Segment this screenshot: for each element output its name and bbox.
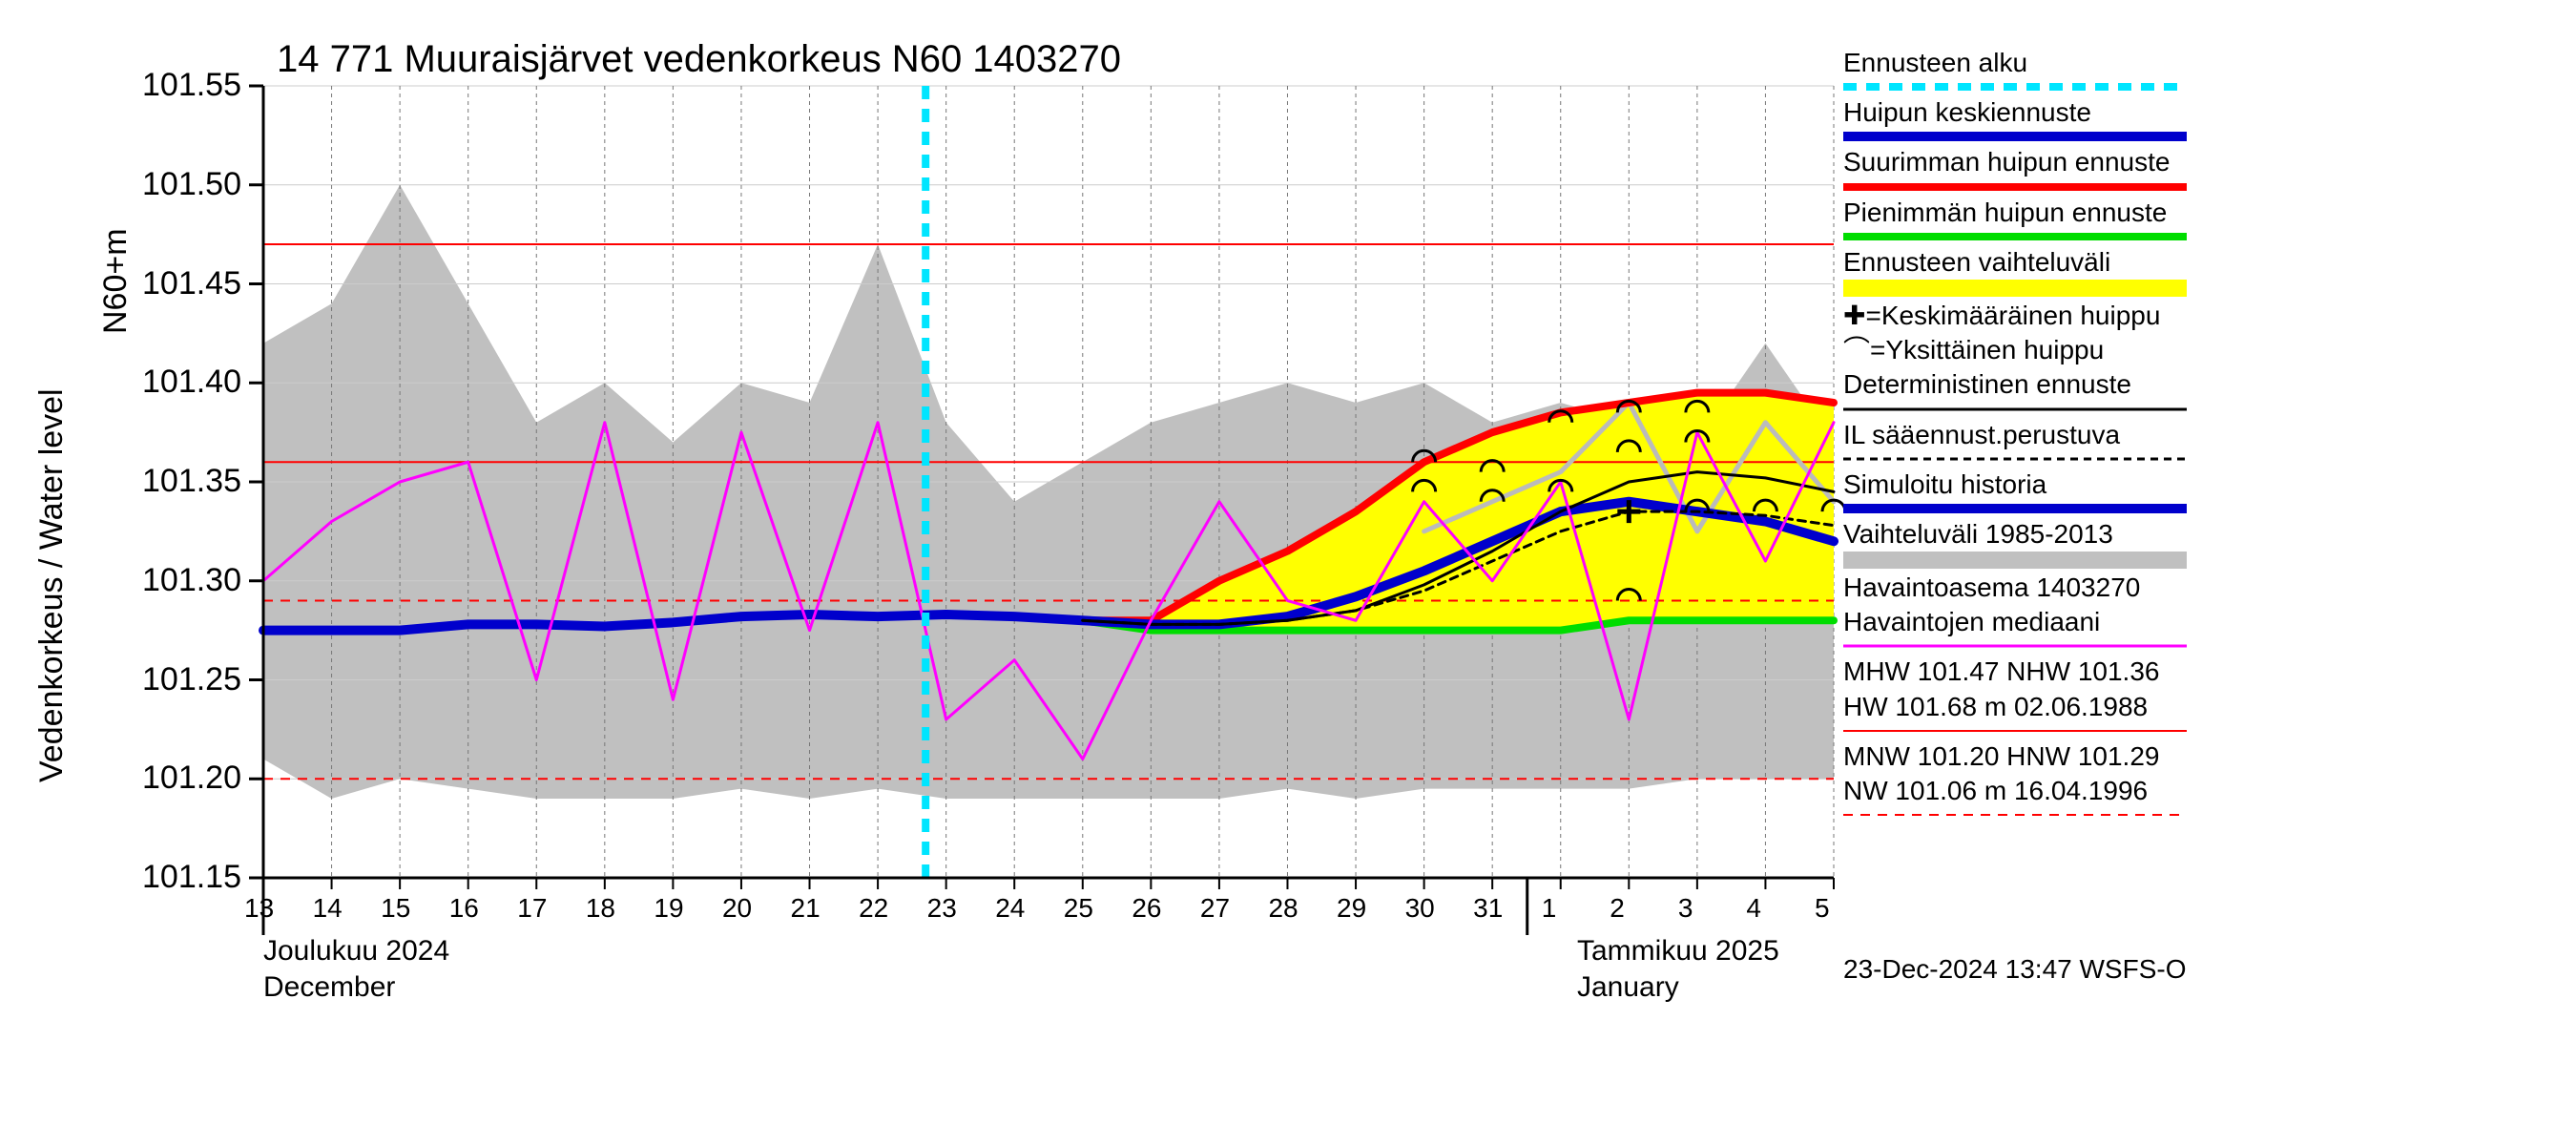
x-tick-label: 23: [927, 893, 957, 924]
y-axis-label-water-level: Vedenkorkeus / Water level: [33, 388, 71, 782]
x-tick-label: 2: [1610, 893, 1625, 924]
x-tick-label: 13: [244, 893, 274, 924]
legend-label: Ennusteen vaihteluväli: [1843, 247, 2559, 278]
legend-item: MNW 101.20 HNW 101.29: [1843, 741, 2559, 772]
legend-item: Simuloitu historia: [1843, 469, 2559, 515]
legend-item: MHW 101.47 NHW 101.36: [1843, 656, 2559, 687]
legend-label: NW 101.06 m 16.04.1996: [1843, 776, 2559, 806]
legend-label: MHW 101.47 NHW 101.36: [1843, 656, 2559, 687]
y-tick-label: 101.30: [119, 562, 241, 599]
x-tick-label: 26: [1132, 893, 1161, 924]
month-label-dec-en: December: [263, 971, 395, 1004]
y-tick-label: 101.20: [119, 760, 241, 797]
legend-label: Havaintojen mediaani: [1843, 607, 2559, 637]
water-level-chart: 14 771 Muuraisjärvet vedenkorkeus N60 14…: [0, 0, 2576, 1145]
x-tick-label: 18: [586, 893, 615, 924]
y-tick-label: 101.45: [119, 265, 241, 302]
legend-item: Vaihteluväli 1985-2013: [1843, 519, 2559, 569]
y-tick-label: 101.15: [119, 859, 241, 896]
legend-label: MNW 101.20 HNW 101.29: [1843, 741, 2559, 772]
legend-item: Pienimmän huipun ennuste: [1843, 198, 2559, 243]
legend-label: Vaihteluväli 1985-2013: [1843, 519, 2559, 550]
x-tick-label: 27: [1200, 893, 1230, 924]
x-tick-label: 20: [722, 893, 752, 924]
legend-label: Havaintoasema 1403270: [1843, 572, 2559, 603]
x-tick-label: 29: [1337, 893, 1366, 924]
x-tick-label: 24: [995, 893, 1025, 924]
x-tick-label: 30: [1405, 893, 1435, 924]
x-tick-label: 17: [517, 893, 547, 924]
legend-item: Deterministinen ennuste: [1843, 369, 2559, 415]
legend-label: Ennusteen alku: [1843, 48, 2559, 78]
legend-item: ⌒=Yksittäinen huippu: [1843, 335, 2559, 365]
legend-item: IL sääennust.perustuva: [1843, 420, 2559, 466]
chart-title: 14 771 Muuraisjärvet vedenkorkeus N60 14…: [277, 38, 1121, 81]
legend-label: IL sääennust.perustuva: [1843, 420, 2559, 450]
x-tick-label: 1: [1542, 893, 1557, 924]
y-tick-label: 101.55: [119, 67, 241, 104]
x-tick-label: 22: [859, 893, 888, 924]
legend-label: Huipun keskiennuste: [1843, 97, 2559, 128]
x-tick-label: 28: [1268, 893, 1298, 924]
month-label-jan-fi: Tammikuu 2025: [1577, 935, 1779, 968]
legend-item: Huipun keskiennuste: [1843, 97, 2559, 143]
legend-label: Deterministinen ennuste: [1843, 369, 2559, 400]
legend-item: Suurimman huipun ennuste: [1843, 147, 2559, 193]
legend-label: Simuloitu historia: [1843, 469, 2559, 500]
legend-item: Havaintoasema 1403270: [1843, 572, 2559, 603]
month-label-jan-en: January: [1577, 971, 1679, 1004]
x-tick-label: 15: [381, 893, 410, 924]
month-label-dec-fi: Joulukuu 2024: [263, 935, 449, 968]
x-tick-label: 31: [1473, 893, 1503, 924]
x-tick-label: 21: [791, 893, 821, 924]
legend-label: ⌒=Yksittäinen huippu: [1843, 335, 2559, 365]
legend-item: Ennusteen alku: [1843, 48, 2559, 94]
x-tick-label: 4: [1746, 893, 1761, 924]
footer-timestamp: 23-Dec-2024 13:47 WSFS-O: [1843, 954, 2187, 985]
x-tick-label: 16: [449, 893, 479, 924]
legend-label: Suurimman huipun ennuste: [1843, 147, 2559, 177]
x-tick-label: 5: [1815, 893, 1830, 924]
x-tick-label: 19: [654, 893, 683, 924]
chart-legend: Ennusteen alku Huipun keskiennuste Suurimm…: [1843, 48, 2559, 825]
y-tick-label: 101.50: [119, 166, 241, 203]
x-tick-label: 3: [1678, 893, 1693, 924]
legend-item: Havaintojen mediaani: [1843, 607, 2559, 653]
x-tick-label: 25: [1064, 893, 1093, 924]
legend-label: ✚=Keskimääräinen huippu: [1843, 301, 2559, 331]
legend-label: Pienimmän huipun ennuste: [1843, 198, 2559, 228]
legend-label: HW 101.68 m 02.06.1988: [1843, 692, 2559, 722]
x-tick-label: 14: [313, 893, 343, 924]
y-tick-label: 101.25: [119, 661, 241, 698]
legend-item: Ennusteen vaihteluväli: [1843, 247, 2559, 297]
y-tick-label: 101.35: [119, 463, 241, 500]
y-tick-label: 101.40: [119, 364, 241, 401]
legend-item: ✚=Keskimääräinen huippu: [1843, 301, 2559, 331]
legend-item: HW 101.68 m 02.06.1988: [1843, 692, 2559, 738]
legend-item: NW 101.06 m 16.04.1996: [1843, 776, 2559, 822]
